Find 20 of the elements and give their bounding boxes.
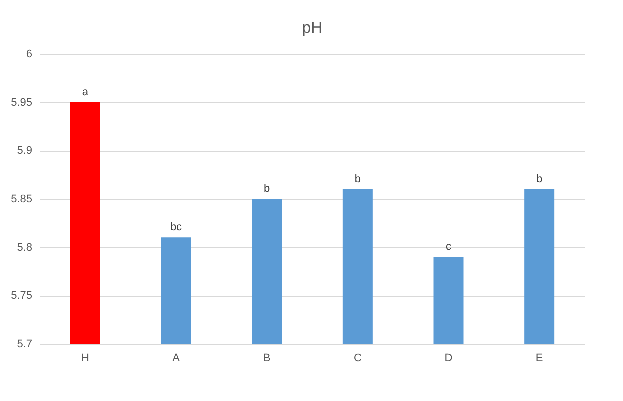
- annotation: a: [82, 86, 90, 98]
- x-tick-label: A: [172, 352, 181, 364]
- y-tick-label: 5.95: [11, 96, 32, 109]
- y-tick-label: 5.75: [11, 290, 32, 302]
- annotation: b: [354, 173, 361, 186]
- chart-title: pH: [302, 20, 323, 37]
- annotation: c: [446, 241, 452, 253]
- y-tick-label: 6: [26, 48, 32, 60]
- y-tick-label: 5.85: [11, 194, 32, 206]
- x-tick-label: H: [81, 352, 90, 364]
- y-tick-label: 5.7: [17, 338, 32, 350]
- y-tick-label: 5.9: [17, 145, 32, 158]
- x-tick-label: B: [263, 352, 271, 364]
- x-tick-label: C: [354, 352, 362, 364]
- annotation: bc: [170, 222, 183, 234]
- annotation: b: [264, 183, 270, 195]
- y-tick-label: 5.8: [17, 242, 32, 254]
- annotation: b: [536, 173, 543, 186]
- x-tick-label: E: [536, 352, 544, 364]
- x-tick-label: D: [444, 352, 453, 364]
